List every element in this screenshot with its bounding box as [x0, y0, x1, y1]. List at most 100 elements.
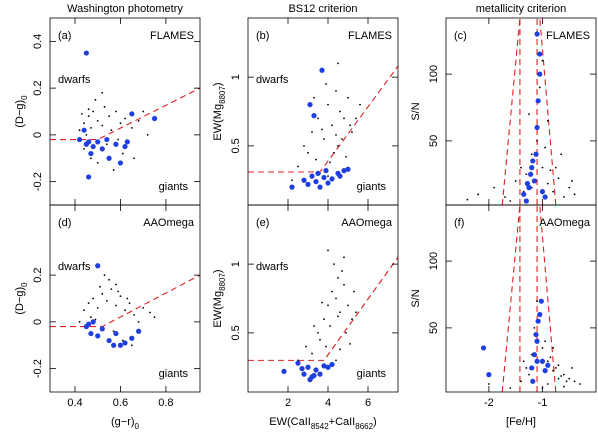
star-point	[557, 177, 560, 180]
member-point	[122, 143, 128, 150]
survey-label: FLAMES	[150, 30, 194, 42]
star-point	[331, 290, 333, 293]
star-point	[337, 315, 339, 318]
member-point	[542, 194, 548, 200]
star-point	[339, 110, 341, 113]
star-point	[327, 249, 329, 252]
star-point	[94, 98, 97, 101]
star-point	[115, 283, 117, 286]
star-point	[137, 119, 140, 122]
survey-label: FLAMES	[546, 30, 590, 42]
star-point	[110, 288, 113, 291]
star-point	[83, 309, 85, 312]
member-point	[325, 180, 331, 186]
star-point	[568, 377, 571, 380]
x-tick-label: 2	[285, 397, 291, 409]
member-point	[307, 102, 313, 108]
star-point	[493, 186, 496, 189]
panel-label: (d)	[58, 217, 71, 229]
member-point	[528, 171, 534, 177]
star-point	[557, 364, 560, 367]
star-point	[536, 300, 538, 303]
x-axis-label: (g−r)0	[111, 416, 140, 431]
star-point	[552, 347, 555, 349]
star-point	[124, 309, 126, 312]
star-point	[530, 153, 533, 156]
star-point	[325, 83, 327, 85]
member-point	[76, 136, 83, 143]
region-label: dwarfs	[256, 74, 289, 86]
star-point	[323, 318, 325, 321]
star-point	[528, 113, 530, 116]
star-point	[514, 180, 517, 182]
y-tick-label: 1	[230, 261, 242, 267]
member-point	[535, 318, 541, 324]
star-point	[321, 128, 323, 131]
star-point	[570, 180, 573, 182]
star-point	[546, 383, 549, 385]
member-point	[321, 363, 327, 369]
star-point	[133, 157, 135, 160]
star-point	[552, 369, 555, 372]
survey-label: AAOmega	[539, 217, 591, 229]
member-point	[129, 111, 135, 117]
star-point	[339, 348, 341, 351]
member-point	[113, 141, 119, 147]
star-point	[353, 290, 355, 293]
star-point	[528, 373, 530, 376]
member-point	[90, 319, 96, 325]
star-point	[520, 166, 522, 169]
member-point	[545, 362, 551, 368]
member-point	[315, 170, 321, 176]
star-point	[573, 193, 576, 196]
star-point	[94, 318, 97, 321]
x-axis-label-part: )	[373, 416, 377, 428]
star-point	[568, 186, 571, 189]
x-tick-label: 0.4	[67, 397, 82, 409]
y-axis-label-part: S/N	[410, 102, 422, 120]
star-point	[92, 297, 95, 300]
panel-frame	[247, 204, 399, 393]
member-point	[129, 335, 135, 341]
y-axis-label-subscript: 0	[20, 282, 29, 287]
star-point	[337, 276, 339, 279]
star-point	[78, 320, 81, 323]
star-point	[552, 190, 555, 193]
member-point	[95, 139, 101, 145]
star-point	[105, 299, 108, 302]
member-point	[305, 364, 311, 370]
y-tick-label: 1	[230, 74, 242, 80]
region-label: giants	[159, 368, 189, 380]
member-point	[295, 360, 301, 366]
survey-label: AAOmega	[143, 217, 195, 229]
member-point	[95, 333, 101, 339]
member-point	[311, 372, 317, 379]
member-point	[113, 330, 119, 337]
x-axis-label-subscript: 8542	[311, 422, 329, 431]
star-point	[541, 59, 544, 62]
y-tick-label: 0	[32, 132, 44, 138]
star-point	[533, 326, 536, 329]
member-point	[524, 181, 531, 187]
y-axis-label: EW(Mg8807)	[212, 269, 227, 327]
star-point	[83, 122, 85, 125]
y-tick-label: 100	[428, 252, 440, 270]
region-label: giants	[357, 181, 387, 193]
column-title: metallicity criterion	[476, 3, 566, 15]
star-point	[137, 320, 140, 323]
member-point	[117, 342, 124, 348]
star-point	[108, 278, 110, 281]
star-point	[119, 122, 122, 125]
criterion-line	[539, 18, 557, 205]
member-point	[530, 158, 536, 164]
star-point	[99, 285, 101, 288]
member-point	[86, 139, 92, 145]
star-point	[341, 270, 343, 272]
star-point	[345, 155, 347, 158]
y-tick-label: 0.4	[32, 34, 44, 49]
star-point	[115, 304, 117, 307]
member-point	[311, 113, 317, 119]
panel: 2 4 60.51EW(Mg8807)EW(CaII8542+CaII8662)(e…	[212, 204, 399, 431]
star-point	[343, 256, 345, 259]
